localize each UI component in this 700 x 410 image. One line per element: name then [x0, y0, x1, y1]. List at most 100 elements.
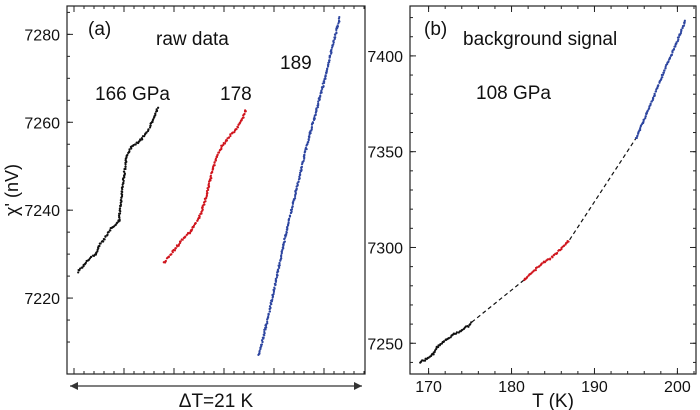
panel-a-series-189-point: [310, 125, 314, 129]
panel-a-series-189-point: [295, 187, 298, 190]
panel-b-series-high-point: [644, 115, 647, 118]
panel-a-series-189-point: [332, 39, 335, 42]
panel-a-series-189-point: [309, 132, 312, 135]
delta-t-arrow-left-head: [70, 382, 78, 390]
panel-b-series-low-point: [467, 325, 470, 328]
panel-a-series-189-point: [268, 310, 271, 313]
panel-b-series-high-point: [642, 118, 646, 121]
panel-a-series-189-point: [285, 230, 288, 234]
panel-b-series-high-point: [662, 71, 665, 74]
panel-a-series-166-point: [81, 266, 84, 269]
panel-a-series-178-point: [167, 255, 170, 258]
panel-a-series-166-point: [78, 269, 81, 272]
panel-a-series-166-point: [77, 271, 80, 274]
panel-a-series-189-point: [326, 67, 329, 70]
panel-b-series-mid-point: [540, 262, 543, 265]
panel-a-series-189-point: [275, 273, 279, 276]
panel-b-x-ticks: 170 180 190 200: [415, 6, 695, 396]
panel-a-series-178-point: [187, 231, 190, 235]
panel-b-series-low-point: [437, 345, 440, 349]
panel-a-series-178-point: [181, 238, 184, 241]
panel-a-series-178-point: [223, 142, 227, 145]
panel-b-series-high-point: [635, 136, 638, 140]
panel-a-series-178-point: [213, 164, 216, 167]
panel-a-series-166-point: [121, 185, 124, 188]
panel-b-dashed-connector: [471, 279, 525, 323]
delta-t-arrow: [70, 382, 362, 390]
panel-b: 7250 7300 7350 7400 170 180 190 200 (b) backgr…: [367, 5, 697, 410]
panel-b-series-high-point: [639, 128, 642, 132]
panel-b-dashed-connector: [569, 137, 637, 241]
panel-b-y-ticks: 7250 7300 7350 7400: [367, 17, 696, 363]
panel-a-series-178-point: [203, 203, 206, 206]
panel-a-series-189-point: [320, 89, 323, 92]
panel-a-series-189-point: [275, 276, 278, 279]
panel-b-series-low: [419, 321, 473, 364]
panel-a-series-166: [77, 106, 160, 274]
panel-a-series-189-point: [282, 245, 285, 249]
panel-b-series-high-point: [674, 45, 677, 48]
panel-a-series-189-point: [285, 226, 289, 229]
panel-a-y-tick-label: 7220: [24, 291, 60, 308]
panel-a-series-166-point: [122, 181, 125, 184]
panel-a-series-178-point: [235, 128, 238, 131]
panel-a: 7220 7240 7260 7280 (a) raw data 166 GPa 17…: [2, 5, 366, 410]
panel-a-series-189-point: [290, 208, 294, 211]
panel-b-series-high-point: [670, 53, 674, 56]
panel-a-series-166-point: [90, 255, 93, 258]
panel-a-series-178-point: [211, 170, 214, 173]
panel-b-series-mid-point: [547, 258, 550, 261]
panel-a-series-189-point: [273, 282, 276, 285]
panel-a-series-189-point: [269, 301, 272, 305]
panel-b-series-low-point: [423, 359, 427, 362]
panel-b-series-high-point: [664, 67, 667, 70]
panel-b-series-mid-point: [534, 269, 537, 272]
panel-a-series-166-point: [154, 112, 157, 115]
panel-a-series-166-point: [102, 240, 105, 243]
panel-a-series-178-point: [170, 253, 173, 256]
panel-a-series-178-point: [198, 215, 201, 218]
panel-a-series-178-point: [200, 212, 203, 215]
panel-a-series-178-point: [229, 133, 232, 136]
panel-a-series-166-point: [143, 135, 146, 138]
panel-a-series-189-point: [308, 134, 311, 138]
panel-b-series-high-point: [660, 78, 663, 81]
panel-b-series-low-point: [455, 331, 458, 334]
panel-a-series-178: [162, 109, 247, 264]
panel-a-series-178-point: [222, 143, 225, 146]
panel-b-series-high-point: [682, 24, 686, 27]
panel-b-series-high-point: [639, 127, 642, 130]
panel-a-series-189-point: [272, 292, 275, 296]
panel-b-series-mid-point: [526, 276, 529, 279]
panel-a-series-166-point: [124, 165, 127, 168]
panel-b-series-high-point: [651, 96, 655, 100]
panel-b-series-high-point: [672, 47, 676, 51]
panel-a-series-189-point: [260, 339, 264, 342]
panel-a-series-189-point: [337, 19, 341, 22]
panel-a-series-189-point: [338, 15, 341, 19]
panel-a-series-189-point: [322, 85, 325, 88]
panel-a-series-178-point: [220, 146, 223, 150]
panel-a-series-166-point: [149, 124, 152, 127]
panel-b-series-mid-point: [551, 256, 554, 259]
panel-a-series-189-point: [311, 121, 314, 124]
panel-a-series-178-point: [190, 228, 194, 231]
panel-a-series-166-point: [98, 244, 101, 248]
panel-a-series-189-point: [276, 268, 280, 271]
panel-a-series-189-point: [278, 266, 281, 269]
panel-b-x-tick-label: 200: [664, 379, 691, 396]
panel-a-plot-area: [77, 15, 341, 356]
panel-a-series-178-point: [194, 221, 197, 225]
panel-a-series-166-point: [125, 156, 128, 159]
panel-a-series-189-point: [330, 48, 333, 51]
panel-b-x-tick-label: 180: [498, 379, 525, 396]
panel-a-series-178-point: [214, 157, 218, 160]
panel-a-series-189-point: [307, 138, 310, 141]
panel-a-series-166-point: [84, 261, 87, 264]
panel-a-series-166-point: [118, 207, 122, 210]
panel-a-series-189-point: [262, 333, 265, 336]
panel-a-series-189-point: [283, 237, 286, 240]
panel-a-series-189-point: [324, 77, 327, 80]
series-189-label: 189: [280, 53, 312, 74]
